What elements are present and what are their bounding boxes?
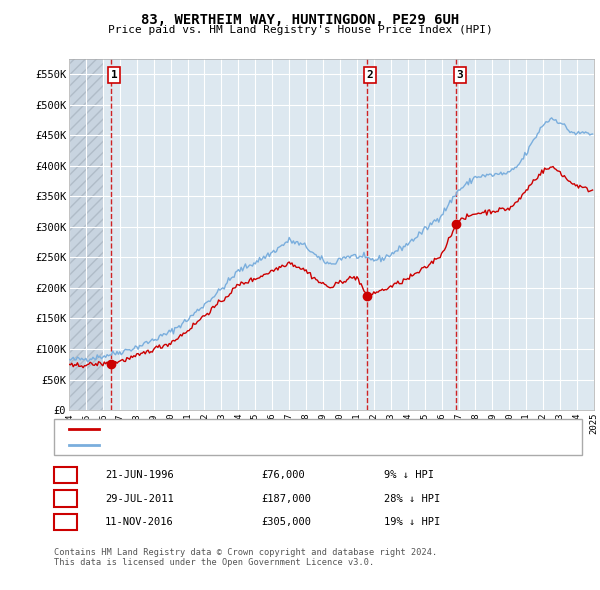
Text: 2: 2 bbox=[62, 494, 69, 503]
Text: £76,000: £76,000 bbox=[261, 470, 305, 480]
Text: £305,000: £305,000 bbox=[261, 517, 311, 527]
Text: 3: 3 bbox=[457, 70, 463, 80]
Text: 21-JUN-1996: 21-JUN-1996 bbox=[105, 470, 174, 480]
Text: 1: 1 bbox=[62, 470, 69, 480]
Text: HPI: Average price, detached house, Huntingdonshire: HPI: Average price, detached house, Hunt… bbox=[105, 440, 404, 450]
Text: 11-NOV-2016: 11-NOV-2016 bbox=[105, 517, 174, 527]
Text: 1: 1 bbox=[111, 70, 118, 80]
Bar bbox=[69, 59, 103, 410]
Text: 83, WERTHEIM WAY, HUNTINGDON, PE29 6UH: 83, WERTHEIM WAY, HUNTINGDON, PE29 6UH bbox=[141, 13, 459, 27]
Text: 83, WERTHEIM WAY, HUNTINGDON, PE29 6UH (detached house): 83, WERTHEIM WAY, HUNTINGDON, PE29 6UH (… bbox=[105, 424, 428, 434]
Text: £187,000: £187,000 bbox=[261, 494, 311, 503]
Text: 28% ↓ HPI: 28% ↓ HPI bbox=[384, 494, 440, 503]
Text: 3: 3 bbox=[62, 517, 69, 527]
Text: 2: 2 bbox=[367, 70, 373, 80]
Text: Price paid vs. HM Land Registry's House Price Index (HPI): Price paid vs. HM Land Registry's House … bbox=[107, 25, 493, 35]
Text: 19% ↓ HPI: 19% ↓ HPI bbox=[384, 517, 440, 527]
Text: Contains HM Land Registry data © Crown copyright and database right 2024.
This d: Contains HM Land Registry data © Crown c… bbox=[54, 548, 437, 567]
Text: 9% ↓ HPI: 9% ↓ HPI bbox=[384, 470, 434, 480]
Text: 29-JUL-2011: 29-JUL-2011 bbox=[105, 494, 174, 503]
